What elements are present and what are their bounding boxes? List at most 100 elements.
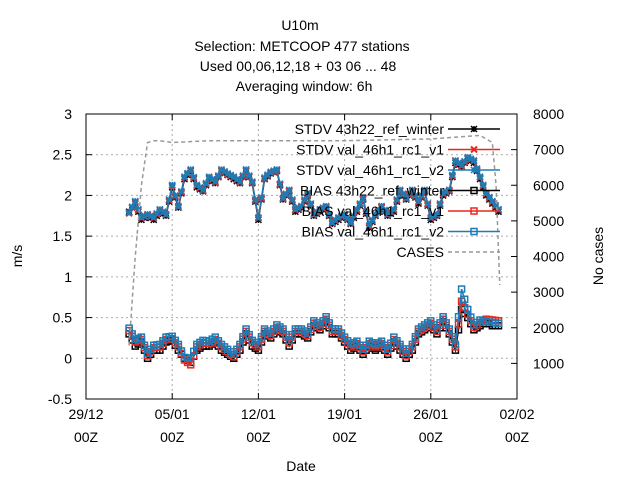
series-layer — [125, 134, 503, 369]
legend-label: CASES — [397, 244, 444, 260]
data-point — [402, 194, 410, 202]
data-point — [334, 213, 342, 221]
data-point — [341, 210, 349, 218]
data-point — [442, 187, 450, 195]
chart-title-line-3: Used 00,06,12,18 + 03 06 ... 48 — [200, 58, 397, 74]
data-point — [393, 195, 401, 204]
y-tick-label: 2 — [64, 187, 72, 203]
data-point — [285, 186, 293, 194]
legend-item: BIAS 43h22_ref_winter — [300, 183, 500, 199]
data-point — [433, 210, 441, 218]
data-point — [239, 171, 247, 180]
data-point — [140, 341, 149, 350]
y2-tick-label: 3000 — [533, 284, 564, 300]
y-tick-label: 0.5 — [53, 310, 73, 326]
data-point — [211, 178, 219, 186]
data-point — [319, 204, 327, 212]
x-tick-label-hour: 00Z — [160, 429, 185, 445]
data-point — [288, 195, 296, 204]
data-point — [464, 153, 472, 161]
data-point — [448, 171, 456, 179]
data-point — [470, 125, 478, 133]
data-point — [451, 340, 460, 349]
x-tick-label: 26/01 — [413, 406, 448, 422]
data-point — [245, 171, 253, 180]
data-point — [448, 332, 457, 341]
data-point — [374, 206, 382, 214]
data-point — [491, 201, 499, 209]
data-point — [254, 340, 263, 349]
plot-border — [85, 113, 518, 400]
data-point — [190, 173, 198, 181]
data-point — [236, 340, 244, 349]
data-point — [125, 208, 133, 217]
y-tick-label: 1 — [64, 269, 72, 285]
legend-label: STDV val_46h1_rc1_v2 — [296, 162, 444, 178]
data-point — [214, 171, 222, 180]
data-point — [177, 187, 185, 195]
legend-label: BIAS val_46h1_rc1_v1 — [302, 203, 445, 219]
data-point — [137, 333, 146, 341]
chart-title-line-1: U10m — [281, 17, 318, 33]
data-point — [202, 179, 210, 187]
series-4 — [125, 297, 503, 369]
y-tick-label: -0.5 — [48, 391, 72, 407]
data-point — [421, 186, 429, 194]
chart-title-line-2: Selection: METCOOP 477 stations — [194, 38, 409, 54]
x-tick-label: 05/01 — [155, 406, 190, 422]
data-point — [457, 285, 466, 293]
data-point — [251, 195, 259, 204]
y2-axis-label: No cases — [590, 227, 606, 285]
data-point — [430, 212, 438, 220]
data-point — [174, 202, 182, 210]
data-point — [270, 167, 278, 175]
data-point — [199, 186, 207, 194]
legend-item: BIAS val_46h1_rc1_v1 — [302, 203, 500, 219]
data-point — [405, 190, 413, 198]
y2-tick-label: 1000 — [533, 355, 564, 371]
data-point — [168, 181, 176, 189]
data-point — [470, 156, 478, 164]
data-point — [279, 194, 287, 202]
data-point — [276, 180, 284, 188]
data-point — [476, 173, 484, 181]
data-point — [427, 213, 435, 221]
data-point — [378, 202, 386, 210]
data-point — [224, 169, 232, 177]
data-point — [424, 200, 432, 208]
data-point — [187, 165, 195, 173]
data-point — [242, 165, 250, 173]
data-point — [390, 205, 398, 213]
x-axis-label: Date — [286, 458, 316, 474]
data-point — [359, 194, 367, 202]
y-tick-label: 0 — [64, 350, 72, 366]
data-point — [297, 202, 306, 210]
data-point — [381, 206, 389, 214]
y2-tick-label: 6000 — [533, 177, 564, 193]
data-point — [408, 186, 416, 194]
series-line-cases — [128, 134, 501, 346]
data-point — [140, 212, 149, 220]
y2-tick-label: 7000 — [533, 142, 564, 158]
data-point — [134, 205, 142, 213]
data-point — [399, 190, 407, 198]
x-tick-label: 12/01 — [241, 406, 276, 422]
y2-tick-label: 5000 — [533, 213, 564, 229]
y-tick-label: 2.5 — [53, 147, 73, 163]
x-tick-label-hour: 00Z — [505, 429, 530, 445]
y2-tick-label: 4000 — [533, 249, 564, 265]
data-point — [301, 195, 309, 204]
legend-item: STDV val_46h1_rc1_v1 — [296, 142, 500, 158]
data-point — [356, 200, 364, 208]
data-point — [365, 222, 373, 230]
chart-title-line-4: Averaging window: 6h — [236, 78, 373, 94]
data-point — [307, 200, 315, 208]
data-point — [494, 205, 503, 213]
data-point — [418, 191, 426, 199]
data-point — [294, 204, 302, 212]
data-point — [184, 169, 192, 177]
x-tick-label: 19/01 — [327, 406, 362, 422]
x-tick-label-hour: 00Z — [246, 429, 271, 445]
data-point — [147, 212, 155, 220]
